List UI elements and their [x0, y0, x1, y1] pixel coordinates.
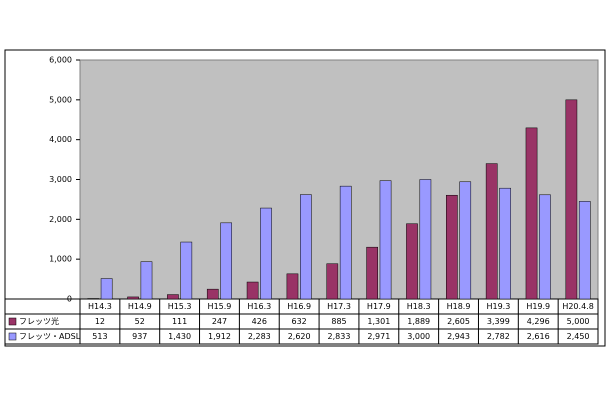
table-value: 1,430: [168, 332, 191, 341]
x-tick-label: H20.4.8: [562, 302, 593, 311]
x-tick-label: H16.9: [287, 302, 311, 311]
table-value: 2,283: [248, 332, 271, 341]
bar: [127, 296, 139, 300]
y-tick-label: 6,000: [49, 56, 72, 65]
bar: [565, 99, 578, 300]
table-value: 247: [212, 317, 227, 326]
table-value: 3,000: [407, 332, 430, 341]
table-value: 2,971: [367, 332, 390, 341]
table-value: 937: [132, 332, 147, 341]
table-value: 2,620: [288, 332, 311, 341]
y-tick-label: 2,000: [49, 215, 72, 224]
table-value: 2,616: [527, 332, 550, 341]
bar: [167, 294, 179, 300]
bar: [206, 288, 219, 300]
y-tick-label: 4,000: [49, 135, 72, 144]
table-value: 632: [292, 317, 307, 326]
legend-swatch: [8, 332, 17, 341]
x-tick-label: H19.3: [486, 302, 510, 311]
table-value: 2,782: [487, 332, 510, 341]
bar: [180, 241, 193, 300]
table-value: 4,296: [527, 317, 550, 326]
x-tick-label: H18.3: [407, 302, 431, 311]
bar: [366, 246, 378, 300]
table-value: 52: [135, 317, 145, 326]
bar: [499, 187, 511, 300]
table-value: 12: [95, 317, 105, 326]
bar: [326, 263, 339, 300]
x-tick-label: H15.9: [208, 302, 232, 311]
bar: [100, 278, 113, 300]
table-value: 885: [331, 317, 346, 326]
table-value: 1,301: [367, 317, 390, 326]
bar: [525, 127, 538, 300]
x-tick-label: H17.3: [327, 302, 351, 311]
y-tick-label: 1,000: [49, 255, 72, 264]
x-tick-label: H17.9: [367, 302, 391, 311]
bar: [220, 222, 232, 300]
x-tick-label: H19.9: [526, 302, 550, 311]
table-value: 2,943: [447, 332, 470, 341]
table-value: 2,450: [567, 332, 590, 341]
x-tick-label: H14.3: [88, 302, 112, 311]
table-value: 1,912: [208, 332, 231, 341]
table-value: 1,889: [407, 317, 430, 326]
table-value: 3,399: [487, 317, 510, 326]
bar: [539, 194, 551, 300]
x-tick-label: H15.3: [168, 302, 192, 311]
x-tick-label: H18.9: [447, 302, 471, 311]
legend-label: フレッツ・ADSL: [19, 332, 81, 341]
bar: [140, 261, 153, 300]
bar: [419, 179, 432, 300]
bar: [339, 185, 352, 300]
bar: [406, 223, 418, 300]
table-value: 2,833: [328, 332, 351, 341]
x-tick-label: H14.9: [128, 302, 152, 311]
bar: [300, 194, 312, 300]
table-value: 5,000: [567, 317, 590, 326]
bar: [578, 201, 591, 300]
legend-swatch: [8, 317, 17, 326]
bar: [459, 181, 472, 300]
bar: [260, 207, 272, 300]
bar: [446, 194, 458, 300]
y-tick-label: 5,000: [49, 95, 72, 104]
plot-area: [79, 59, 599, 300]
bar: [379, 180, 392, 300]
table-value: 513: [92, 332, 107, 341]
bar: [286, 273, 299, 300]
legend-label: フレッツ光: [19, 316, 59, 326]
y-tick-label: 3,000: [49, 175, 72, 184]
table-value: 426: [252, 317, 267, 326]
x-tick-label: H16.3: [247, 302, 271, 311]
bar: [485, 163, 498, 300]
table-value: 2,605: [447, 317, 470, 326]
table-value: 111: [172, 317, 187, 326]
bar: [246, 281, 259, 300]
